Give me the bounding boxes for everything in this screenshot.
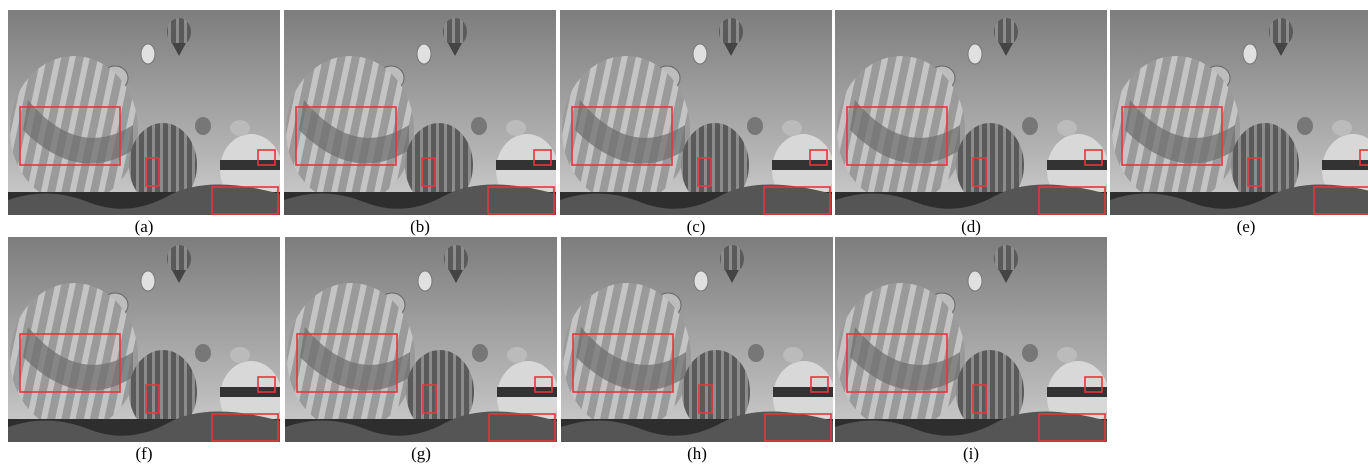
figure: (a) (b) (c) (d) (e) (f) (g) (h) (i) <box>0 0 1368 466</box>
panel: (i) <box>835 237 1109 463</box>
panel: (f) <box>8 237 282 463</box>
panel-image <box>8 10 282 215</box>
panel-caption: (h) <box>687 444 707 463</box>
panel-caption: (g) <box>411 444 431 463</box>
panel-image <box>835 237 1109 442</box>
panel-image <box>8 237 282 442</box>
panel-caption: (e) <box>1237 217 1256 236</box>
panel-caption: (f) <box>136 444 153 463</box>
panel-image <box>1110 10 1368 215</box>
panel: (b) <box>284 10 558 236</box>
panel-image <box>560 10 834 215</box>
panel-image <box>284 10 558 215</box>
panel: (e) <box>1110 10 1368 236</box>
panel-caption: (a) <box>135 217 154 236</box>
panel-caption: (i) <box>963 444 979 463</box>
panel: (c) <box>560 10 834 236</box>
panel-image <box>561 237 835 442</box>
panel: (h) <box>561 237 835 463</box>
panel-image <box>835 10 1109 215</box>
panel: (g) <box>285 237 559 463</box>
panel-caption: (b) <box>410 217 430 236</box>
panel-caption: (d) <box>961 217 981 236</box>
panel-image <box>285 237 559 442</box>
panel: (a) <box>8 10 282 236</box>
panel-caption: (c) <box>687 217 706 236</box>
panel: (d) <box>835 10 1109 236</box>
